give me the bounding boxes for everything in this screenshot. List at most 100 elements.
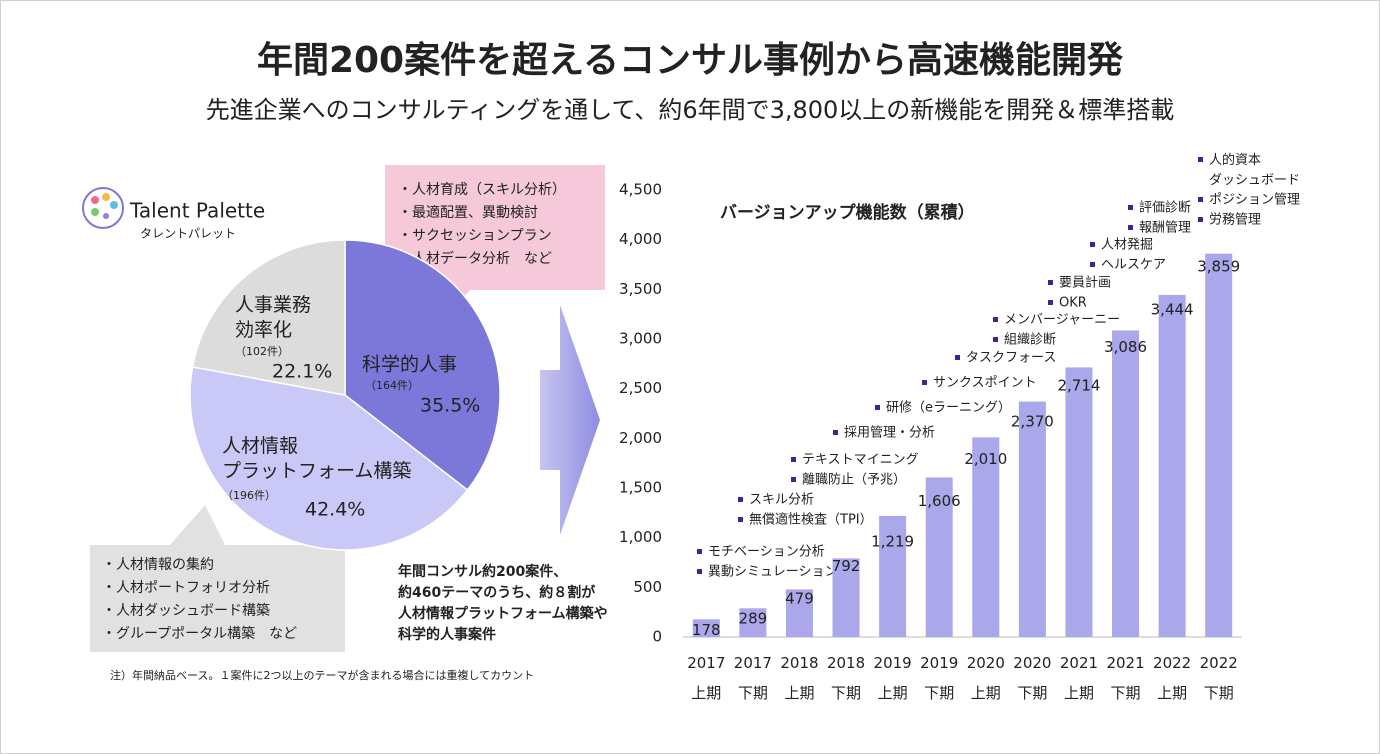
y-tick-label: 4,000 [619,230,662,248]
slide-subtitle: 先進企業へのコンサルティングを通して、約6年間で3,800以上の新機能を開発＆標… [206,96,1175,124]
science-callout-item: ・人材データ分析 など [398,250,552,267]
annotation-text: ヘルスケア [1101,258,1166,273]
annotation-bullet [955,355,960,360]
annotation-bullet [791,477,796,482]
bar [972,437,1000,637]
bar-value-label: 792 [832,557,861,575]
annotation-text: スキル分析 [749,493,814,508]
annotation-bullet [791,457,796,462]
y-tick-label: 3,000 [619,330,662,348]
bar [879,515,907,637]
pie-count-label: （102件） [235,345,289,358]
annotation-bullet [1128,225,1133,230]
y-tick-label: 1,500 [619,479,662,497]
annotation-text: テキストマイニング [802,453,919,468]
annotation-bullet [1048,280,1053,285]
annotation-bullet [738,517,743,522]
x-tick-label: 2018 上期 [780,654,818,702]
platform-callout-item: ・グループポータル構築 など [102,626,297,642]
platform-callout-item: ・人材ポートフォリオ分析 [102,580,270,596]
bar-value-label: 178 [692,621,721,639]
bar-value-label: 2,010 [964,450,1007,468]
annotation-bullet [1048,300,1053,305]
bar-value-label: 3,859 [1197,257,1240,275]
annotation-text: OKR [1059,296,1087,311]
bar [1205,253,1233,637]
annotation-text: 評価診断 [1139,200,1191,216]
annotation-text: 無償適性検査（TPI） [749,512,873,528]
y-tick-label: 4,500 [619,181,662,199]
annotation-text: メンバージャーニー [1004,313,1120,328]
annotation-bullet [875,405,880,410]
bar [1018,401,1046,637]
bar [1065,367,1093,637]
pie-count-label: （196件） [222,489,276,502]
x-tick-label: 2019 上期 [874,654,912,702]
pie-slice [344,239,501,492]
annotation-text: 人的資本ダッシュボード [1209,152,1300,188]
annotation-text: 異動シミュレーション [708,565,837,580]
y-tick-label: 3,500 [619,280,662,298]
annotation-text: モチベーション分析 [708,545,825,560]
bar [832,558,860,637]
annotation-text: 研修（eラーニング） [886,401,1011,416]
annotation-bullet [1198,197,1203,202]
science-callout-item: ・人材育成（スキル分析） [398,182,566,198]
bar [785,589,813,637]
annotation-bullet [1128,205,1133,210]
flow-arrow [540,305,600,535]
x-tick-label: 2017 下期 [734,654,772,702]
pie-count-label: （164件） [365,379,419,392]
annotation-bullet [922,380,927,385]
annotation-bullet [1090,262,1095,267]
slide-title: 年間200案件を超えるコンサル事例から高速機能開発 [257,40,1124,81]
summary-line: 科学的人事案件 [398,626,496,643]
bar [692,619,720,637]
annotation-text: 離職防止（予兆） [802,472,906,488]
annotation-text: 人材発掘 [1101,238,1153,253]
pie-value-label: 42.4% [305,499,365,521]
annotation-text: 要員計画 [1059,275,1111,291]
logo-icon [82,187,124,229]
y-tick-label: 0 [652,628,662,646]
bar [739,608,767,637]
bar-value-label: 289 [739,609,768,627]
pie-category-label: 人事業務効率化 [235,294,311,341]
annotation-bullet [993,337,998,342]
annotation-bullet [1198,217,1203,222]
annotation-bullet [697,549,702,554]
bar-value-label: 3,444 [1151,301,1194,319]
logo-kana: タレントパレット [140,227,236,241]
pie-value-label: 22.1% [272,361,332,383]
annotation-bullet [1198,157,1203,162]
annotation-text: タスクフォース [966,351,1056,366]
pie-category-label: 科学的人事 [362,354,457,376]
x-tick-label: 2020 下期 [1013,654,1051,702]
bar-value-label: 1,606 [918,492,961,510]
y-tick-label: 2,000 [619,429,662,447]
annotation-bullet [993,317,998,322]
pie-value-label: 35.5% [420,395,480,417]
bar-value-label: 2,714 [1057,377,1100,395]
annotation-bullet [738,497,743,502]
annotation-text: 採用管理・分析 [844,426,935,441]
bar-value-label: 1,219 [871,532,914,550]
platform-callout-item: ・人材情報の集約 [102,556,214,573]
x-tick-label: 2021 上期 [1060,654,1098,702]
annotation-text: 労務管理 [1209,213,1261,228]
x-tick-label: 2018 下期 [827,654,865,702]
bar [1112,330,1140,637]
footnote: 注）年間納品ベース。１案件に2つ以上のテーマが含まれる場合には重複してカウント [110,668,534,682]
x-tick-label: 2019 下期 [920,654,958,702]
x-tick-label: 2022 下期 [1200,654,1238,702]
annotation-text: 組織診断 [1004,332,1056,348]
annotation-text: サンクスポイント [933,376,1037,391]
bar [925,477,953,637]
annotation-bullet [697,569,702,574]
x-tick-label: 2017 上期 [687,654,725,702]
science-callout-item: ・最適配置、異動検討 [398,204,538,221]
x-tick-label: 2021 下期 [1106,654,1144,702]
bar-value-label: 3,086 [1104,338,1147,356]
y-tick-label: 2,500 [619,379,662,397]
